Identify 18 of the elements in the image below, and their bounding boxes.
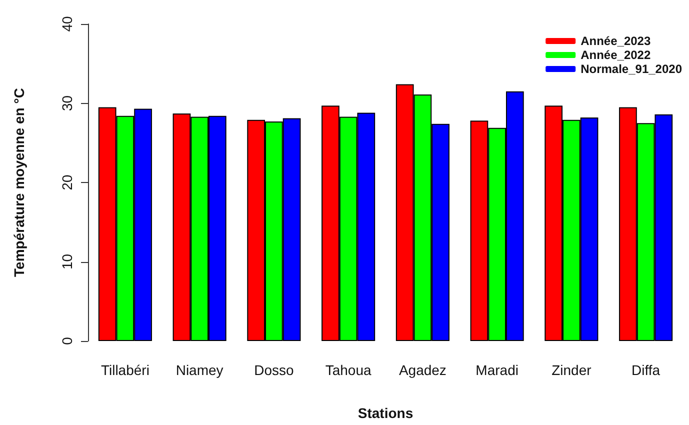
y-axis-title: Température moyenne en °C bbox=[11, 88, 27, 277]
x-tick-label: Diffa bbox=[632, 362, 660, 378]
x-tick-label: Maradi bbox=[476, 362, 518, 378]
x-axis-title: Stations bbox=[358, 405, 414, 421]
legend-label: Normale_91_2020 bbox=[580, 62, 682, 76]
x-tick-label: Zinder bbox=[552, 362, 592, 378]
y-tick-label: 30 bbox=[59, 95, 75, 112]
y-tick-label: 0 bbox=[59, 336, 75, 345]
legend-label: Année_2023 bbox=[580, 34, 651, 48]
x-tick-label: Tillabéri bbox=[100, 362, 150, 378]
x-tick-label: Agadez bbox=[398, 362, 446, 378]
x-tick-label: Niamey bbox=[176, 362, 224, 378]
x-tick-label: Dosso bbox=[254, 362, 294, 378]
y-tick-label: 20 bbox=[59, 174, 75, 190]
x-tick-label: Tahoua bbox=[325, 362, 372, 378]
y-tick-label: 10 bbox=[59, 254, 75, 270]
legend-label: Année_2022 bbox=[580, 48, 651, 62]
y-tick-label: 40 bbox=[59, 16, 75, 32]
